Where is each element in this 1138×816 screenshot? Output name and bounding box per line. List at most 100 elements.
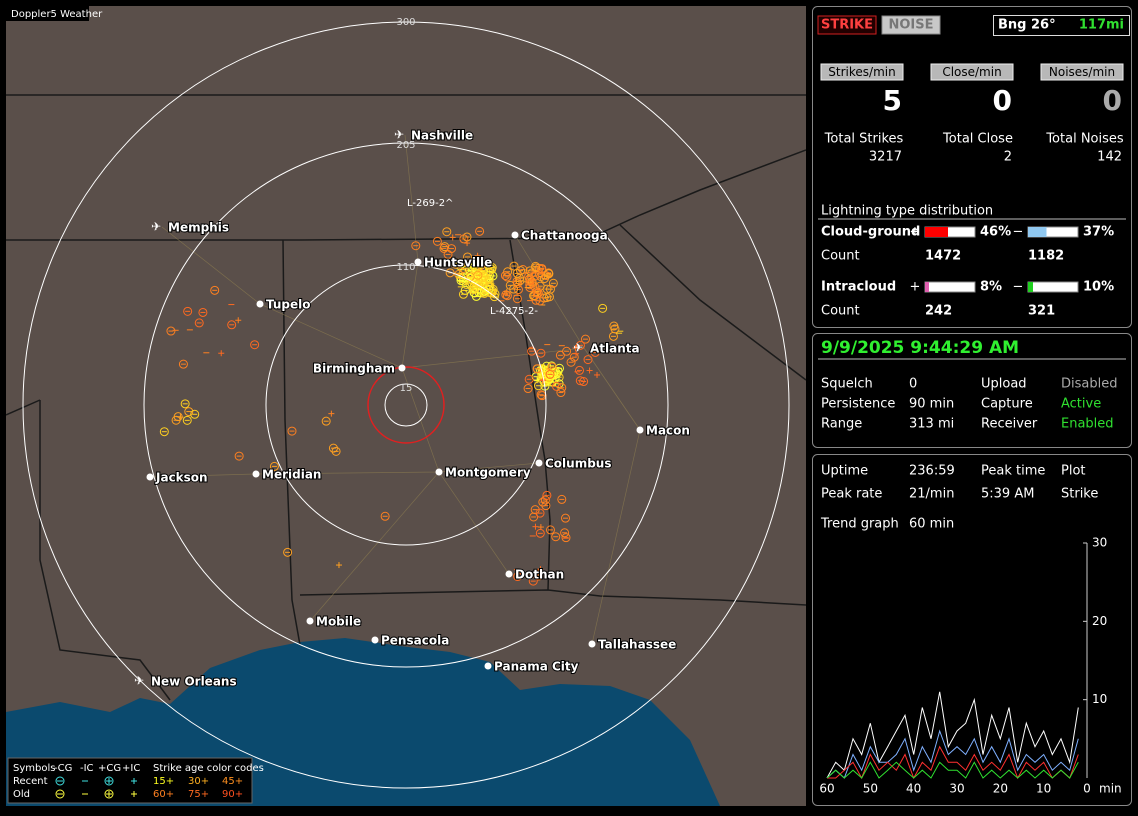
stat-text: 5:39 AM xyxy=(981,487,1034,502)
strike-symbol xyxy=(328,443,338,453)
bar-track xyxy=(1027,281,1079,293)
x-tick-label: 30 xyxy=(949,782,964,796)
percent: 10% xyxy=(1083,280,1114,295)
age-code: 60+ xyxy=(153,789,174,800)
rate-button[interactable] xyxy=(1040,63,1124,81)
strike-symbol xyxy=(171,415,181,425)
strike-symbol xyxy=(476,260,486,270)
stats: Uptime 236:59 Peak time Plot Peak rate 21/min… xyxy=(820,464,1098,532)
trend-line xyxy=(826,729,1079,779)
city-label: Panama City xyxy=(494,660,579,674)
rate-value: 0 xyxy=(993,84,1012,117)
strike-symbol xyxy=(551,381,561,391)
sign: + xyxy=(910,280,921,295)
strike-symbol xyxy=(590,347,600,357)
age-code: 15+ xyxy=(153,776,174,787)
strike-symbol xyxy=(525,280,535,290)
legend-row: Old xyxy=(13,789,30,800)
x-tick-label: 0 xyxy=(1083,782,1091,796)
count: 242 xyxy=(925,304,952,319)
strike-symbol xyxy=(542,361,552,371)
map-title: Doppler5 Weather xyxy=(11,9,103,20)
strike-symbol xyxy=(535,508,545,518)
strike-symbol xyxy=(544,269,554,279)
x-tick-label: 20 xyxy=(993,782,1008,796)
strike-symbol xyxy=(538,497,548,507)
rate-label[interactable]: Close/min xyxy=(942,65,1001,79)
counters-panel: STRIKE NOISE Bng 26° 117mi Strikes/min 5 C… xyxy=(812,6,1132,328)
range-rings xyxy=(22,21,790,789)
strike-symbol xyxy=(194,318,204,328)
trend-line xyxy=(826,691,1079,779)
rate-label[interactable]: Noises/min xyxy=(1049,65,1115,79)
strike-symbol xyxy=(475,226,485,236)
title-box xyxy=(6,6,89,21)
station-label: L-4275-2- xyxy=(490,306,538,317)
strike-symbol xyxy=(575,365,585,375)
strike-symbol xyxy=(501,290,511,300)
ring-label: 15 xyxy=(400,383,413,394)
setting-label: Squelch xyxy=(821,377,873,392)
mode-button[interactable]: NOISE xyxy=(888,18,933,33)
strike-symbol xyxy=(509,284,519,294)
strike-symbol xyxy=(331,446,341,456)
x-tick-label: 60 xyxy=(819,782,834,796)
setting-value: Active xyxy=(1061,397,1101,412)
strike-symbol xyxy=(446,244,456,254)
legend-symbol: -IC xyxy=(80,763,94,774)
strike-symbol xyxy=(542,490,552,500)
city-dot xyxy=(484,662,492,670)
strike-symbol xyxy=(545,525,555,535)
ring-label: 110 xyxy=(396,262,415,273)
strike-symbol xyxy=(551,532,561,542)
total-label: Total Noises xyxy=(1045,132,1124,147)
city-label: Meridian xyxy=(262,468,321,482)
rate-button[interactable] xyxy=(930,63,1014,81)
panel-box xyxy=(812,454,1132,806)
type-name: Cloud-ground xyxy=(821,225,920,240)
strike-symbol xyxy=(380,511,390,521)
strike-symbol xyxy=(269,461,279,471)
count: 1182 xyxy=(1028,249,1064,264)
strike-symbol xyxy=(469,288,479,298)
noise-button[interactable] xyxy=(881,15,941,35)
city-dot xyxy=(306,617,314,625)
stat-text: Peak time xyxy=(981,464,1045,479)
city-label: Pensacola xyxy=(381,634,449,648)
strike-symbol xyxy=(580,334,590,344)
rate-button[interactable] xyxy=(820,63,904,81)
setting-label: Range xyxy=(821,417,862,432)
legend-symbol: +IC xyxy=(122,763,140,774)
strike-symbol xyxy=(555,350,565,360)
strike-symbol xyxy=(557,383,567,393)
strike-symbol xyxy=(531,263,541,273)
legend-icons xyxy=(55,776,137,799)
strike-symbol xyxy=(513,285,523,295)
trend-line xyxy=(827,745,1079,780)
strike-symbol xyxy=(159,427,169,437)
city-label: Huntsville xyxy=(424,256,492,270)
city-label: Tupelo xyxy=(266,298,311,312)
strike-symbol xyxy=(488,284,498,294)
rate-label[interactable]: Strikes/min xyxy=(828,65,895,79)
mode-button[interactable]: STRIKE xyxy=(821,18,873,33)
strike-symbol xyxy=(180,399,190,409)
strike-symbol xyxy=(321,416,331,426)
trend-line xyxy=(826,761,1079,779)
legend-label: Symbols xyxy=(13,763,55,774)
city-label: Macon xyxy=(646,424,690,438)
legend: Symbols -CG -IC +CG +IC Strike age color… xyxy=(7,757,264,804)
strike-button[interactable] xyxy=(817,15,877,35)
setting-value: Disabled xyxy=(1061,377,1117,392)
strike-symbol xyxy=(513,572,523,582)
strike-symbol xyxy=(537,263,547,273)
city-dot xyxy=(414,258,422,266)
strike-symbol xyxy=(166,326,176,336)
bar-fill xyxy=(1028,227,1047,237)
x-tick-label: 40 xyxy=(906,782,921,796)
age-code: 30+ xyxy=(188,776,209,787)
strike-symbol xyxy=(454,269,464,279)
bar-track xyxy=(924,281,976,293)
x-tick-label: 50 xyxy=(863,782,878,796)
